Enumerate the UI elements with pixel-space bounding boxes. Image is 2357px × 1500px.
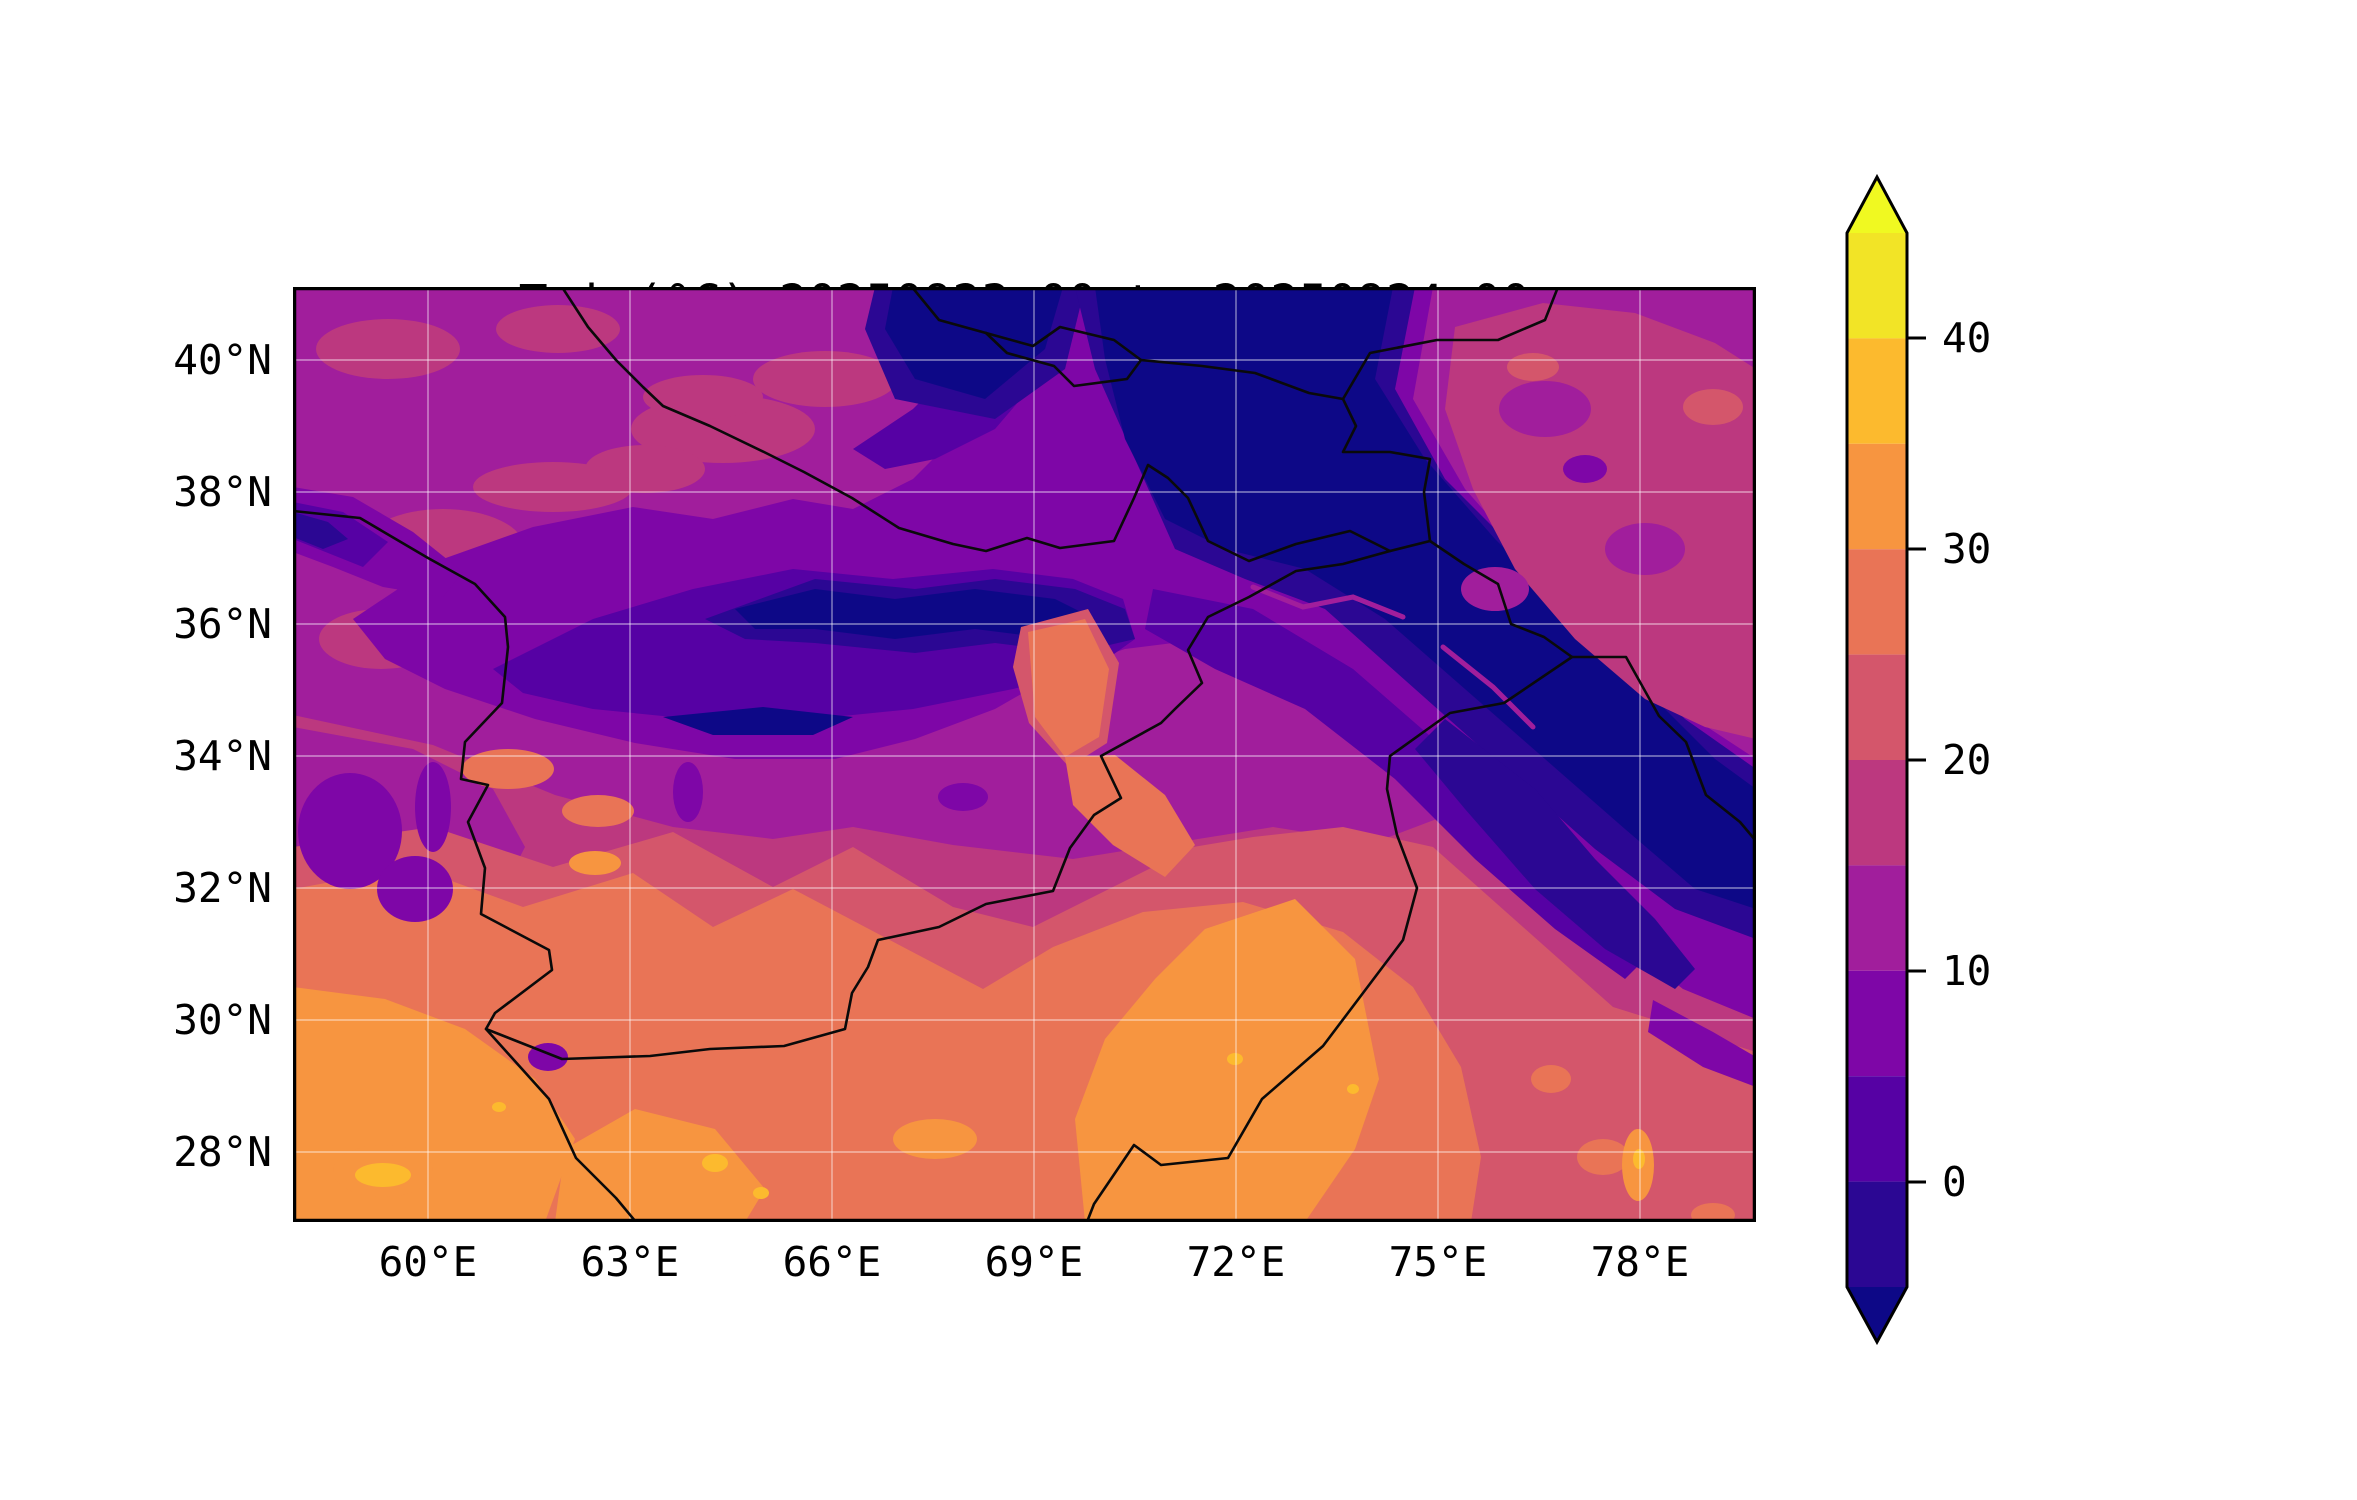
colorbar-label-10: 10 [1942, 947, 1991, 995]
fill-layer-warm-valley [1013, 609, 1195, 877]
tmin-contour-map [293, 287, 1756, 1222]
map-svg [293, 287, 1756, 1222]
fill-layer-pink-ne-corner [1445, 303, 1756, 739]
x-tick-label-63e: 63°E [580, 1238, 680, 1286]
colorbar-svg: 40 30 20 10 0 [1845, 173, 1991, 1346]
colorbar: 40 30 20 10 0 [1830, 165, 2080, 1360]
colorbar-under-arrow [1847, 1287, 1907, 1342]
y-tick-label-28n: 28°N [173, 1128, 272, 1176]
country-borders [293, 287, 1756, 1222]
colorbar-label-40: 40 [1942, 314, 1991, 362]
colorbar-segments [1847, 177, 1907, 1342]
fill-layer-navy [663, 287, 1756, 909]
y-tick-label-34n: 34°N [173, 732, 272, 780]
x-tick-label-78e: 78°E [1590, 1238, 1690, 1286]
graticule-gridlines [293, 287, 1756, 1222]
x-tick-label-75e: 75°E [1388, 1238, 1488, 1286]
colorbar-outline [1845, 173, 1909, 1346]
x-tick-label-66e: 66°E [782, 1238, 882, 1286]
colorbar-ticks [1907, 336, 1926, 1184]
colorbar-label-20: 20 [1942, 736, 1991, 784]
y-tick-label-32n: 32°N [173, 864, 272, 912]
colorbar-tick-labels: 40 30 20 10 0 [1942, 314, 1991, 1206]
y-tick-label-30n: 30°N [173, 996, 272, 1044]
valley-streaks [1250, 584, 1536, 730]
y-tick-label-40n: 40°N [173, 336, 272, 384]
x-tick-label-69e: 69°E [984, 1238, 1084, 1286]
y-tick-label-38n: 38°N [173, 468, 272, 516]
colorbar-label-30: 30 [1942, 525, 1991, 573]
colorbar-label-0: 0 [1942, 1158, 1967, 1206]
fill-layer-orange [293, 851, 1654, 1222]
x-tick-label-72e: 72°E [1186, 1238, 1286, 1286]
y-tick-label-36n: 36°N [173, 600, 272, 648]
x-tick-label-60e: 60°E [378, 1238, 478, 1286]
axes-frame [293, 287, 1756, 1222]
colorbar-over-arrow [1847, 177, 1907, 233]
fill-layer-yellow-spots [355, 1053, 1645, 1199]
